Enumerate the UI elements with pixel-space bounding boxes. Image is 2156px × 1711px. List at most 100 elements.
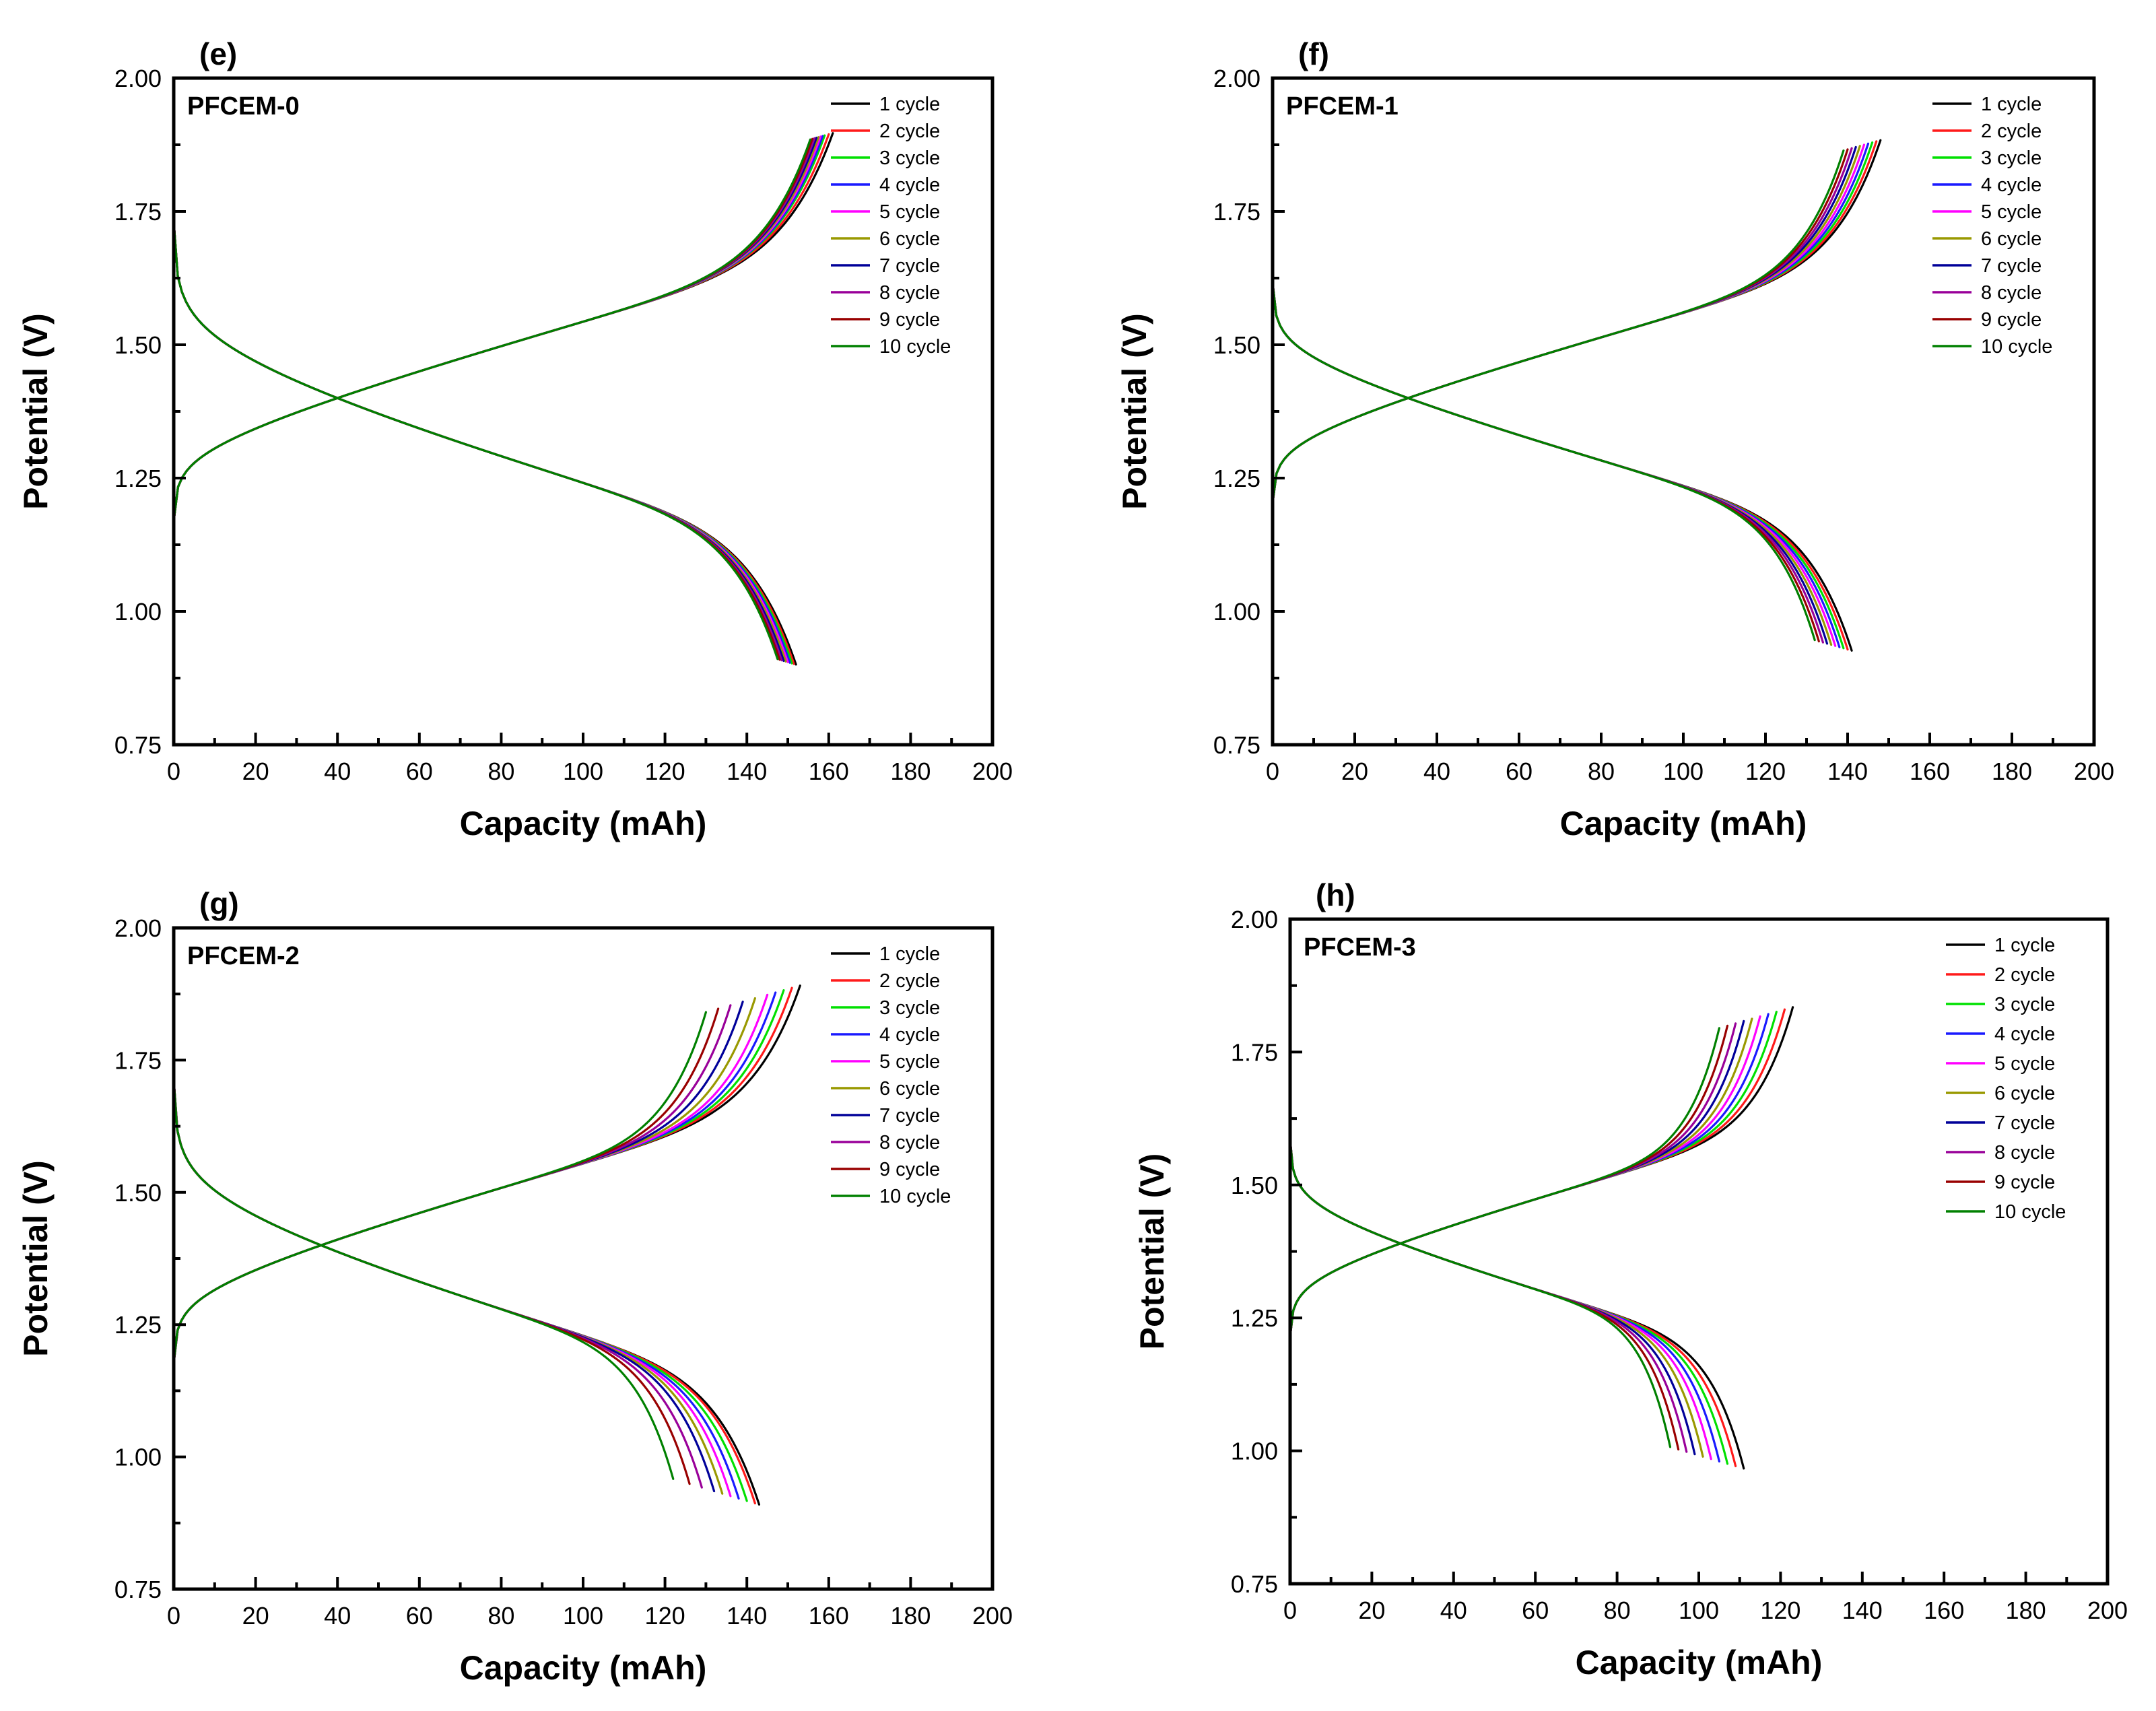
x-tick-label: 80 <box>487 758 514 785</box>
charge-curve-3 <box>174 134 826 522</box>
x-axis-label: Capacity (mAh) <box>1576 1644 1823 1681</box>
y-tick-label: 2.00 <box>114 914 162 942</box>
legend-label-3: 3 cycle <box>879 997 940 1019</box>
y-tick-label: 1.75 <box>1213 198 1260 226</box>
legend-label-6: 6 cycle <box>1994 1083 2055 1104</box>
x-tick-label: 100 <box>563 1602 603 1630</box>
y-axis-label: Potential (V) <box>1133 1153 1171 1350</box>
x-tick-label: 20 <box>242 1602 269 1630</box>
sample-label: PFCEM-0 <box>187 92 300 121</box>
discharge-curve-2 <box>174 221 795 665</box>
sample-label: PFCEM-3 <box>1304 933 1416 962</box>
x-tick-label: 20 <box>242 758 269 785</box>
panel-pfcem-2: 0 20 40 60 80 100 120 140 160 180 200 0.75 1.00 1.25 1… <box>17 886 1013 1687</box>
legend-label-6: 6 cycle <box>879 228 940 250</box>
panel-pfcem-3: 0 20 40 60 80 100 120 140 160 180 200 0.75 1.00 1.25 1… <box>1133 877 2128 1681</box>
charge-curve-9 <box>174 1007 720 1364</box>
discharge-curve-2 <box>1273 281 1849 651</box>
plot-frame <box>1288 917 2110 1586</box>
x-tick-label: 0 <box>1266 758 1279 785</box>
discharge-curve-1 <box>174 1079 761 1506</box>
panel-letter: (h) <box>1316 877 1355 912</box>
discharge-curve-4 <box>174 1079 740 1500</box>
legend-label-9: 9 cycle <box>1994 1172 2055 1193</box>
legend-label-1: 1 cycle <box>879 94 940 115</box>
x-tick-label: 60 <box>1522 1597 1549 1624</box>
x-tick-label: 80 <box>1588 758 1615 785</box>
y-tick-label: 1.00 <box>1213 598 1260 626</box>
x-tick-label: 80 <box>487 1602 514 1630</box>
charge-curve-8 <box>1290 1022 1737 1337</box>
legend-label-10: 10 cycle <box>879 1186 951 1207</box>
discharge-curve-8 <box>1290 1139 1688 1453</box>
x-tick-label: 100 <box>1679 1597 1719 1624</box>
y-tick-label: 1.50 <box>1213 331 1260 359</box>
discharge-curve-4 <box>1290 1139 1720 1463</box>
legend-label-2: 2 cycle <box>879 970 940 992</box>
y-tick-label: 1.00 <box>1231 1438 1278 1465</box>
charge-curve-8 <box>174 137 816 522</box>
legend-label-2: 2 cycle <box>1994 964 2055 986</box>
legend-label-1: 1 cycle <box>1981 94 2042 115</box>
y-tick-label: 1.50 <box>114 331 162 359</box>
x-tick-label: 20 <box>1358 1597 1385 1624</box>
discharge-curve-5 <box>1290 1139 1712 1461</box>
x-tick-label: 160 <box>1910 758 1950 785</box>
x-tick-label: 120 <box>645 1602 685 1630</box>
x-tick-label: 100 <box>563 758 603 785</box>
legend-label-3: 3 cycle <box>879 147 940 169</box>
x-tick-label: 0 <box>167 758 180 785</box>
y-axis-label: Potential (V) <box>1116 313 1153 510</box>
charge-curve-5 <box>174 135 822 522</box>
series-group <box>1290 1006 1794 1470</box>
legend-label-4: 4 cycle <box>879 1024 940 1046</box>
charge-curve-10 <box>1273 149 1845 504</box>
discharge-curve-5 <box>174 221 789 663</box>
legend-label-4: 4 cycle <box>1994 1024 2055 1045</box>
charge-curve-6 <box>1290 1017 1753 1337</box>
y-tick-label: 1.25 <box>1231 1304 1278 1332</box>
x-tick-label: 180 <box>890 1602 931 1630</box>
legend-label-8: 8 cycle <box>879 1132 940 1153</box>
discharge-curve-3 <box>174 221 793 665</box>
charge-curve-3 <box>1273 141 1874 504</box>
charge-curve-4 <box>174 135 824 522</box>
x-tick-label: 80 <box>1604 1597 1631 1624</box>
charge-curve-10 <box>174 138 812 522</box>
charge-curve-5 <box>1273 143 1865 504</box>
legend-label-4: 4 cycle <box>1981 174 2042 196</box>
discharge-curve-8 <box>1273 281 1824 644</box>
x-tick-label: 140 <box>727 1602 767 1630</box>
x-axis-label: Capacity (mAh) <box>460 1649 707 1687</box>
x-tick-label: 0 <box>167 1602 180 1630</box>
x-tick-label: 120 <box>645 758 685 785</box>
x-tick-label: 200 <box>2074 758 2114 785</box>
x-tick-label: 180 <box>2006 1597 2046 1624</box>
legend-label-3: 3 cycle <box>1981 147 2042 169</box>
legend-label-1: 1 cycle <box>1994 935 2055 956</box>
charge-curve-5 <box>1290 1015 1761 1337</box>
charge-curve-2 <box>174 133 830 522</box>
legend-label-6: 6 cycle <box>1981 228 2042 250</box>
legend-label-7: 7 cycle <box>1994 1112 2055 1134</box>
charge-curve-2 <box>1273 140 1878 504</box>
y-tick-label: 0.75 <box>114 1576 162 1603</box>
y-tick-label: 0.75 <box>1213 731 1260 759</box>
sample-label: PFCEM-1 <box>1286 92 1399 121</box>
legend-label-10: 10 cycle <box>879 336 951 358</box>
charge-curve-3 <box>1290 1011 1778 1337</box>
discharge-curve-10 <box>174 1079 675 1480</box>
legend-label-9: 9 cycle <box>879 1159 940 1180</box>
x-tick-label: 180 <box>1992 758 2032 785</box>
series-group <box>1273 139 1882 652</box>
x-tick-label: 180 <box>890 758 931 785</box>
x-tick-label: 60 <box>406 1602 433 1630</box>
discharge-curve-7 <box>1290 1139 1696 1456</box>
legend-label-5: 5 cycle <box>879 201 940 223</box>
discharge-curve-1 <box>1273 281 1853 652</box>
panel-letter: (g) <box>199 886 239 921</box>
discharge-curve-9 <box>1290 1139 1680 1451</box>
charge-curve-9 <box>1273 148 1849 504</box>
x-tick-label: 160 <box>1924 1597 1964 1624</box>
